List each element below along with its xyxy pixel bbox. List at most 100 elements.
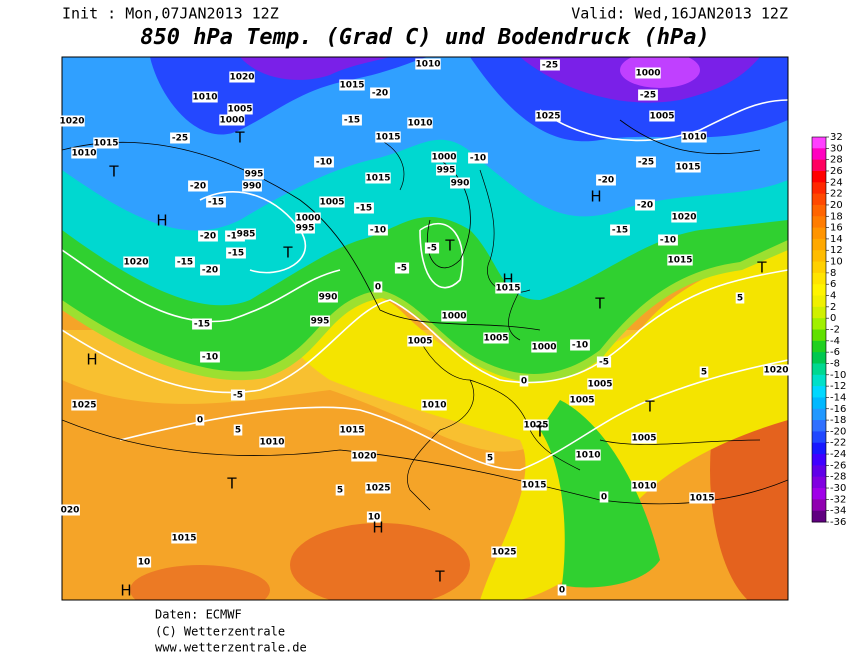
contour-label: 1015 [375,133,400,143]
label-box [575,449,601,461]
label-box [314,156,334,168]
contour-label: 1010 [415,60,440,70]
contour-label: 1005 [407,337,432,347]
contour-label: 5 [737,294,743,304]
colorbar-label: 20 [830,200,843,211]
label-box [596,356,612,368]
contour-label: -25 [542,61,558,71]
contour-label: 1010 [421,401,446,411]
contour-label: 1010 [71,149,96,159]
contour-label: 1005 [569,396,594,406]
label-box [229,71,255,83]
pressure-center: T [226,475,237,493]
colorbar-label: 4 [830,291,836,302]
contour-label: -10 [316,158,332,168]
label-box [71,147,97,159]
label-box [71,399,97,411]
map-frame [61,56,789,601]
pressure-center: H [156,212,167,230]
label-box [540,59,560,71]
label-box [225,230,245,242]
colorbar-segment [812,408,826,421]
contour-label: 1000 [431,153,456,163]
colorbar-segment [812,318,826,330]
contour-label: 1010 [631,482,656,492]
label-box [192,91,218,103]
colorbar-label: -36 [830,517,846,528]
label-box [658,234,678,246]
pressure-center: T [534,423,545,441]
contour-label: -20 [372,89,388,99]
colorbar-segment [812,510,826,523]
contour-label: 0 [559,586,565,596]
label-box [436,164,456,176]
colorbar-label: 12 [830,245,843,256]
colorbar-label: -4 [830,336,840,347]
contour-label: 1005 [483,334,508,344]
label-box [354,202,374,214]
footer-source: Daten: ECMWF [155,608,242,622]
colorbar-segment [812,261,826,274]
contour-label: 990 [451,179,470,189]
contour-label: 1005 [649,112,674,122]
label-box [259,436,285,448]
label-box [631,480,657,492]
label-box [192,318,212,330]
colorbar-label: 22 [830,189,843,200]
colorbar-segment [812,284,826,297]
label-box [93,137,119,149]
colorbar-segment [812,420,826,432]
contour-label: -15 [208,198,224,208]
contour-label: 0 [375,283,381,293]
contour-label: 5 [235,426,241,436]
colorbar-label: 24 [830,177,843,188]
label-box [226,247,246,259]
contour-label: 020 [61,506,80,516]
contour-label: 1000 [531,343,556,353]
label-box [667,254,693,266]
label-box [699,366,709,378]
contour-label: 1025 [523,421,548,431]
label-box [195,414,205,426]
contour-label: 990 [243,182,262,192]
label-box [407,335,433,347]
contour-label: 985 [237,230,256,240]
pressure-center: T [594,295,605,313]
contour-label: -15 [194,320,210,330]
colorbar-segment [812,250,826,263]
label-box [689,492,715,504]
colorbar-segment [812,397,826,410]
contour-label: 1015 [667,256,692,266]
label-box [59,115,85,127]
label-box [596,174,616,186]
colorbar-label: -30 [830,483,846,494]
label-box [394,262,410,274]
label-box [569,394,595,406]
contour-label: -15 [177,258,193,268]
colorbar-label: 0 [830,313,836,324]
colorbar-label: -20 [830,426,846,437]
contour-label: -15 [228,249,244,259]
contour-label: 1005 [587,380,612,390]
contour-label: 1025 [491,548,516,558]
colorbar-segment [812,227,826,240]
colorbar-label: -2 [830,325,840,336]
footer-url: www.wetterzentrale.de [155,641,307,655]
pressure-center: T [234,129,245,147]
label-box [483,332,509,344]
pressure-center: H [590,188,601,206]
label-box [431,151,457,163]
colorbar-segment [812,329,826,342]
contour-label: 1015 [495,284,520,294]
contour-label: 1010 [681,133,706,143]
colorbar-label: 2 [830,302,836,313]
contour-label: 1020 [351,452,376,462]
contour-label: -20 [637,201,653,211]
label-box [171,532,197,544]
label-box [424,242,440,254]
contour-label: 1005 [319,198,344,208]
label-box [368,224,388,236]
contour-label: -10 [470,154,486,164]
label-box [610,224,630,236]
label-box [535,110,561,122]
